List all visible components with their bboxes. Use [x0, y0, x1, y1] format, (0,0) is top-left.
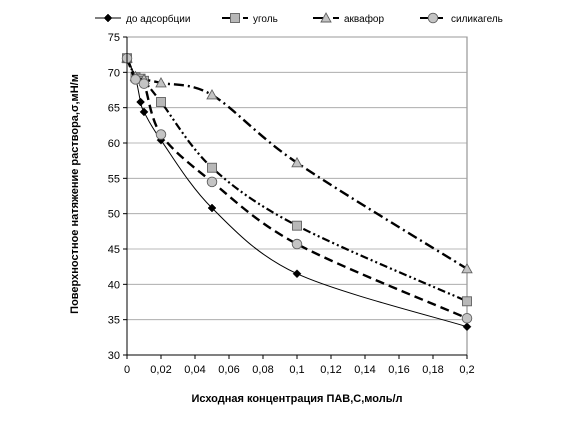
x-tick-label: 0,1	[289, 364, 304, 376]
data-point	[155, 129, 167, 140]
series-line	[125, 57, 468, 303]
data-point	[461, 262, 473, 274]
data-point	[291, 156, 303, 168]
x-tick-label: 0,12	[320, 364, 341, 376]
y-tick-label: 35	[108, 315, 120, 327]
y-tick-label: 60	[108, 138, 120, 150]
x-axis-ticks: 0 0,02 0,04 0,06 0,08 0,1 0,12 0,14 0,16 0,18 0,2	[124, 354, 475, 376]
data-point	[292, 220, 302, 231]
legend-marker	[230, 13, 240, 23]
legend-marker	[103, 13, 113, 23]
y-tick-label: 75	[108, 32, 120, 44]
data-point	[139, 107, 149, 117]
y-axis-title: Поверхностное натяжение раствора,σ,мН/м	[69, 74, 81, 314]
x-axis-title: Исходная концентрация ПАВ,С,моль/л	[191, 393, 402, 405]
data-point	[461, 313, 473, 324]
x-tick-label: 0,18	[422, 364, 443, 376]
data-point	[206, 176, 218, 188]
data-point	[292, 269, 302, 279]
legend-item-3: аквафор	[313, 12, 384, 25]
x-tick-label: 0,08	[252, 364, 273, 376]
y-tick-label: 45	[108, 244, 120, 256]
series-1	[122, 53, 472, 332]
legend-label: аквафор	[344, 13, 384, 25]
data-point	[138, 78, 150, 89]
legend-item-2: уголь	[222, 13, 278, 25]
data-series	[121, 52, 473, 332]
series-line	[126, 58, 468, 328]
data-point	[130, 74, 141, 85]
series-line	[125, 57, 468, 320]
data-point	[462, 296, 472, 307]
data-point	[207, 162, 217, 173]
x-tick-label: 0,16	[388, 364, 409, 376]
y-tick-label: 50	[108, 209, 120, 221]
y-tick-label: 65	[108, 103, 120, 115]
legend-item-1: до адсорбции	[95, 13, 190, 25]
legend-marker	[320, 12, 332, 23]
x-tick-label: 0,2	[459, 364, 474, 376]
x-tick-label: 0,02	[150, 364, 171, 376]
x-tick-label: 0	[124, 364, 130, 376]
legend-label: силикагель	[451, 14, 503, 25]
y-tick-label: 70	[108, 67, 120, 79]
data-point	[291, 238, 303, 250]
legend-marker	[427, 12, 439, 24]
series-4	[121, 52, 473, 324]
data-point	[155, 77, 167, 88]
y-tick-label: 55	[108, 173, 120, 185]
data-point	[207, 203, 217, 213]
data-point	[206, 89, 218, 100]
chart-legend: до адсорбции уголь аквафор силикагель	[95, 12, 503, 25]
x-tick-label: 0,04	[184, 364, 205, 376]
y-axis-ticks: 30 35 40 45 50 55 60 65 70 75	[108, 32, 128, 362]
legend-label: до адсорбции	[126, 13, 190, 25]
x-tick-label: 0,14	[354, 364, 375, 376]
legend-label: уголь	[253, 14, 278, 25]
y-tick-label: 40	[108, 279, 120, 291]
grid-lines	[127, 36, 467, 321]
y-tick-label: 30	[108, 350, 120, 362]
data-point	[462, 322, 472, 332]
data-point	[136, 97, 145, 107]
legend-item-4: силикагель	[420, 12, 503, 25]
data-point	[156, 97, 166, 107]
series-2	[122, 53, 472, 307]
x-tick-label: 0,06	[218, 364, 239, 376]
